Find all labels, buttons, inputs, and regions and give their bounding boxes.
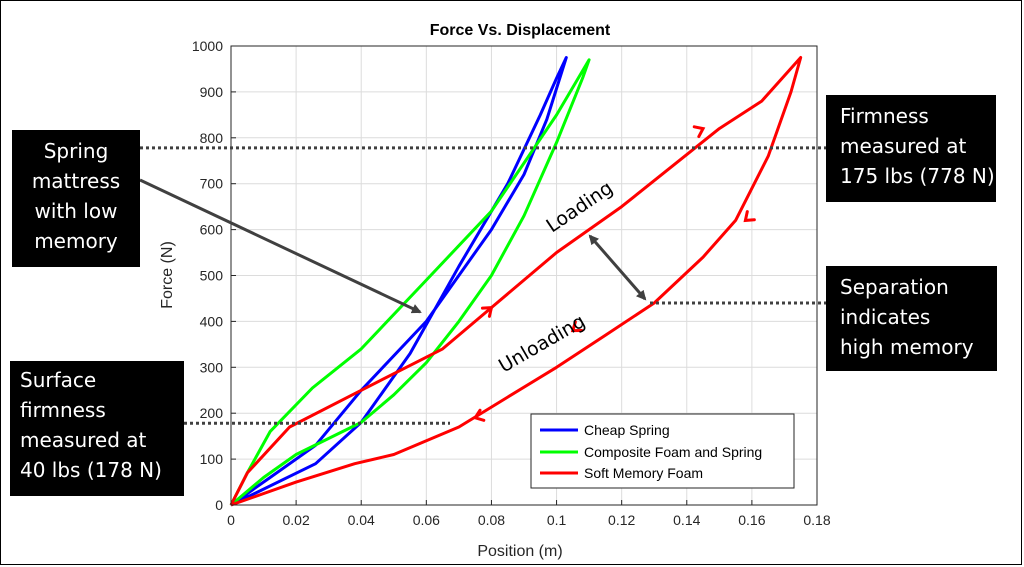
y-tick-label: 900 xyxy=(200,84,224,100)
x-tick-label: 0.14 xyxy=(673,512,700,528)
chart-title: Force Vs. Displacement xyxy=(430,22,611,39)
callout-surface-firmness: Surface firmness measured at 40 lbs (178… xyxy=(10,361,184,496)
callout-line: mattress xyxy=(31,169,121,193)
callout-line: Spring xyxy=(43,139,109,163)
callout-line: high memory xyxy=(840,335,974,359)
callout-line: Firmness xyxy=(840,104,929,128)
callout-line: Separation xyxy=(840,275,949,299)
callout-line: memory xyxy=(34,229,118,253)
callout-line: 175 lbs (778 N) xyxy=(840,164,995,188)
x-tick-label: 0.08 xyxy=(478,512,505,528)
callout-separation: Separation indicates high memory xyxy=(826,266,997,371)
y-tick-label: 400 xyxy=(200,313,224,329)
callout-line: firmness xyxy=(20,398,106,422)
y-tick-label: 100 xyxy=(200,451,224,467)
axes: 0 0.02 0.04 0.06 0.08 0.1 0.12 0.14 0.16 0.18 0 100… xyxy=(192,38,831,528)
y-tick-label: 200 xyxy=(200,405,224,421)
direction-arrowhead xyxy=(480,306,494,318)
callout-line: Surface xyxy=(20,368,97,392)
legend-label-memory-foam: Soft Memory Foam xyxy=(584,465,703,481)
callout-spring-mattress: Spring mattress with low memory xyxy=(12,130,140,267)
series-line-0 xyxy=(230,56,568,507)
legend-label-cheap-spring: Cheap Spring xyxy=(584,422,670,438)
legend-label-composite: Composite Foam and Spring xyxy=(584,444,762,460)
x-tick-label: 0 xyxy=(227,512,235,528)
x-tick-label: 0.1 xyxy=(547,512,567,528)
callout-line: 40 lbs (178 N) xyxy=(20,458,162,482)
x-axis-label: Position (m) xyxy=(477,543,562,560)
annotations xyxy=(139,146,826,425)
legend: Cheap Spring Composite Foam and Spring S… xyxy=(530,413,795,489)
callout-line: with low xyxy=(34,199,118,223)
y-tick-label: 300 xyxy=(200,359,224,375)
series-lines xyxy=(229,56,803,507)
x-tick-label: 0.18 xyxy=(803,512,830,528)
callout-line: measured at xyxy=(840,134,967,158)
y-tick-label: 1000 xyxy=(192,38,223,54)
separation-arrow xyxy=(588,234,647,301)
y-tick-label: 600 xyxy=(200,222,224,238)
callout-firmness: Firmness measured at 175 lbs (778 N) xyxy=(826,95,996,202)
direction-arrowhead xyxy=(692,125,706,139)
y-tick-label: 700 xyxy=(200,176,224,192)
x-tick-label: 0.06 xyxy=(413,512,440,528)
x-tick-label: 0.16 xyxy=(738,512,765,528)
callout-line: measured at xyxy=(20,428,147,452)
x-tick-label: 0.12 xyxy=(608,512,635,528)
pointer-arrow-spring xyxy=(139,178,422,314)
y-axis-label: Force (N) xyxy=(159,241,176,309)
series-line-2 xyxy=(229,56,803,507)
y-tick-label: 500 xyxy=(200,268,224,284)
y-tick-label: 800 xyxy=(200,130,224,146)
series-line-1 xyxy=(229,58,591,507)
callout-line: indicates xyxy=(840,305,931,329)
direction-arrowhead xyxy=(472,408,486,422)
x-tick-label: 0.04 xyxy=(348,512,375,528)
direction-arrowhead xyxy=(570,320,584,333)
direction-arrowhead xyxy=(743,210,756,223)
y-tick-label: 0 xyxy=(215,497,223,513)
x-tick-label: 0.02 xyxy=(282,512,309,528)
